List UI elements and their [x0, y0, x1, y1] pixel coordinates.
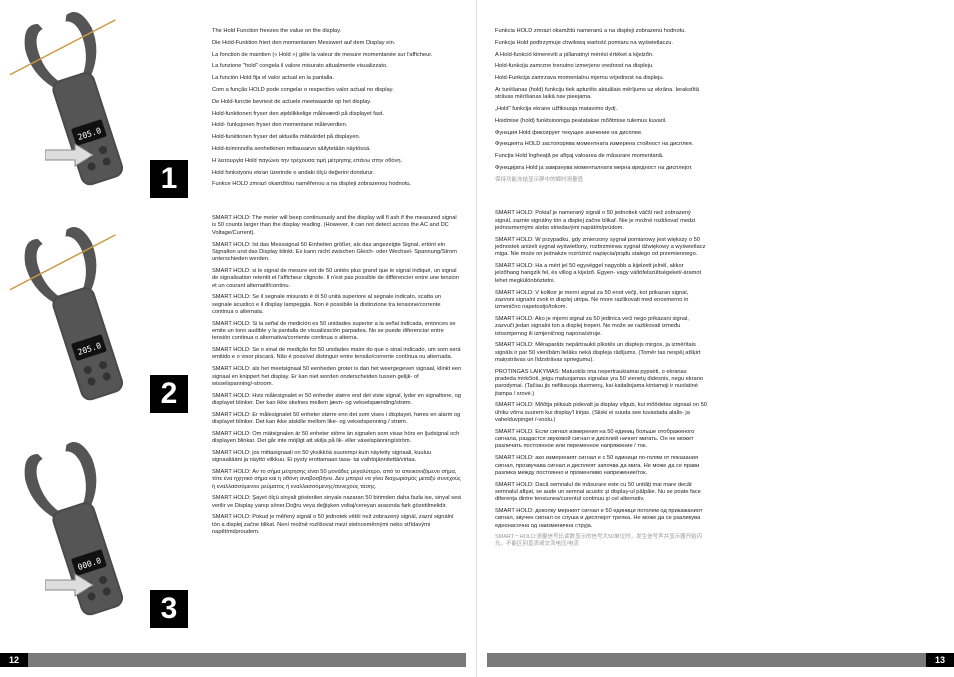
badge-label: 1: [161, 162, 178, 196]
smart-hold-paragraph: SMART HOLD: als het meetsignaal 50 eenhe…: [212, 366, 462, 388]
smart-hold-paragraph: SMART HOLD: Şayet ölçü sinyali gösterile…: [212, 495, 462, 510]
hold-paragraph: De Hold-functie bevriest de actuele meet…: [212, 99, 462, 106]
hold-paragraph: Hold-toiminnolla senhetkinen mittausarvo…: [212, 146, 462, 153]
smart-hold-paragraph: SMART HOLD: ако измереният сигнал е с 50…: [495, 455, 708, 477]
hold-paragraph: Funkcja Hold podtrzymuje chwilową wartoś…: [495, 40, 708, 47]
hold-paragraph: La fonction de maintien (« Hold ») gèle …: [212, 52, 462, 59]
hold-paragraph: Функция Hold фиксирует текущее значение …: [495, 130, 708, 137]
smart-hold-paragraph: SMART HOLD: Pokud je měřený signál o 50 …: [212, 514, 462, 536]
hold-paragraph: Hold fonksiyonu ekran üzerinde o andaki …: [212, 170, 462, 177]
right-text-columns: Funkcia HOLD zmrazí okamžitú nameranú a …: [495, 28, 936, 639]
hold-paragraph: Hold-Funkcija zamrzava momentalnu mjernu…: [495, 75, 708, 82]
hold-paragraph: Η λειτουργία Hold παγώνει την τρέχουσα τ…: [212, 158, 462, 165]
hold-paragraph: La funzione "hold" congela il valore mis…: [212, 63, 462, 70]
section-gap: [495, 188, 708, 210]
hold-paragraph: La función Hold fija el valor actual en …: [212, 75, 462, 82]
page-right: Funkcia HOLD zmrazí okamžitú nameranú a …: [477, 0, 954, 677]
clamp-device-1: 205.0: [10, 5, 150, 210]
hold-paragraph: Com a função HOLD pode congelar o respec…: [212, 87, 462, 94]
smart-hold-paragraph: SMART HOLD: si le signal de mesure est d…: [212, 268, 462, 290]
press-arrow-1: [45, 140, 100, 170]
hold-paragraph: A Hold-funkció kimerevíti a pillanatnyi …: [495, 52, 708, 59]
smart-hold-paragraph: SMART HOLD: V kolikor je merni signal za…: [495, 290, 708, 312]
hold-paragraph: Hoidmise (hold) funktsiooniga peatatakse…: [495, 118, 708, 125]
hold-paragraph: Ar turēšanas (hold) funkciju tiek apturē…: [495, 87, 708, 102]
hold-paragraph-chinese: 保持功能冻结显示屏中的瞬时测量值: [495, 177, 708, 184]
smart-hold-paragraph: SMART HOLD: Se o sinal de medição for 50…: [212, 347, 462, 362]
badge-label: 3: [161, 592, 178, 626]
diagram-2: 205.0 2: [0, 215, 200, 430]
hold-paragraph: „Hold" funkcija ekrane užfiksuoja matavi…: [495, 106, 708, 113]
page-number-left: 12: [0, 653, 28, 667]
hold-paragraph: Funkcia HOLD zmrazí okamžitú nameranú a …: [495, 28, 708, 35]
page-number-value: 12: [9, 655, 19, 665]
smart-hold-paragraph-chinese: SMART－HOLD:测量信号比读数显示的信号大50单位时，发生信号声并显示器开…: [495, 534, 708, 548]
diagram-3: 000.0 3: [0, 430, 200, 645]
hold-paragraph: Функцията HOLD застопорява моментната из…: [495, 141, 708, 148]
hold-paragraph: Hold- funksjonen fryser den momentane må…: [212, 122, 462, 129]
diagram-column: 205.0: [0, 0, 200, 645]
smart-hold-paragraph: SMART HOLD: Si la señal de medición es 5…: [212, 321, 462, 343]
badge-label: 2: [161, 377, 178, 411]
footer-bar-left: 12: [0, 653, 466, 667]
smart-hold-paragraph: SMART HOLD: Mõõtja piiksub pidevalt ja d…: [495, 402, 708, 424]
hold-paragraph: Die Hold-Funktion friert den momentanen …: [212, 40, 462, 47]
smart-hold-paragraph: SMART HOLD: Pokiaľ je nameraný signál o …: [495, 210, 708, 232]
press-arrow-3: [45, 570, 100, 600]
step-badge-2: 2: [150, 375, 188, 413]
hold-paragraph: Hold-funkcija zamrzne trenutno izmerjeno…: [495, 63, 708, 70]
smart-hold-paragraph: SMART HOLD: Hvis målesignalet er 50 enhe…: [212, 393, 462, 408]
page-number-value: 13: [935, 655, 945, 665]
smart-hold-paragraph: SMART HOLD: Om mätsignalen är 50 enheter…: [212, 431, 462, 446]
smart-hold-paragraph: SMART HOLD: Αν το σήμα μέτρησης είναι 50…: [212, 469, 462, 491]
hold-paragraph: Hold-funktionen fryser den øjeblikkelige…: [212, 111, 462, 118]
smart-hold-paragraph: SMART HOLD: Если сигнал измерения на 50 …: [495, 429, 708, 451]
step-badge-1: 1: [150, 160, 188, 198]
smart-hold-paragraph: SMART HOLD: Dacă semnalul de măsurare es…: [495, 482, 708, 504]
step-badge-3: 3: [150, 590, 188, 628]
hold-paragraph: Функцијата Hold ја замрзнува моменталнат…: [495, 165, 708, 172]
footer-bar-right: 13: [487, 653, 954, 667]
smart-hold-paragraph: PROTINGAS LAIKYMAS: Matuoklis ima nepert…: [495, 369, 708, 398]
smart-hold-paragraph: SMART HOLD: Ha a mért jel 50 egységgel n…: [495, 263, 708, 285]
smart-hold-paragraph: SMART HOLD: Ako je mjerni signal za 50 j…: [495, 316, 708, 338]
smart-hold-paragraph: SMART HOLD: W przypadku, gdy zmierzony s…: [495, 237, 708, 259]
page-left: 205.0: [0, 0, 477, 677]
smart-hold-paragraph: SMART HOLD: Ist das Messsignal 50 Einhei…: [212, 242, 462, 264]
hold-paragraph: Funkce HOLD zmrazí okamžitou naměřenou a…: [212, 181, 462, 188]
hold-paragraph: The Hold Function freezes the value on t…: [212, 28, 462, 35]
clamp-device-3: 000.0: [10, 435, 150, 640]
diagram-1: 205.0: [0, 0, 200, 215]
section-gap: [212, 193, 462, 215]
smart-hold-paragraph: SMART HOLD: Se il segnale misurato è di …: [212, 294, 462, 316]
hold-paragraph: Funcţia Hold îngheaţă pe afişaj valoarea…: [495, 153, 708, 160]
left-text-column: The Hold Function freezes the value on t…: [212, 28, 462, 639]
smart-hold-paragraph: SMART HOLD: jos mittasignaali on 50 yksi…: [212, 450, 462, 465]
smart-hold-paragraph: SMART HOLD: доколку мерниот сигнал е 50 …: [495, 508, 708, 530]
smart-hold-paragraph: SMART HOLD: Mēraparāts nepārtraukti pīks…: [495, 342, 708, 364]
clamp-device-2: 205.0: [10, 220, 150, 425]
smart-hold-paragraph: SMART HOLD: Er målesignalet 50 enheter s…: [212, 412, 462, 427]
page-number-right: 13: [926, 653, 954, 667]
hold-paragraph: Hold-funktionen fryser det aktuella mätv…: [212, 134, 462, 141]
smart-hold-paragraph: SMART HOLD: The meter will beep continuo…: [212, 215, 462, 237]
